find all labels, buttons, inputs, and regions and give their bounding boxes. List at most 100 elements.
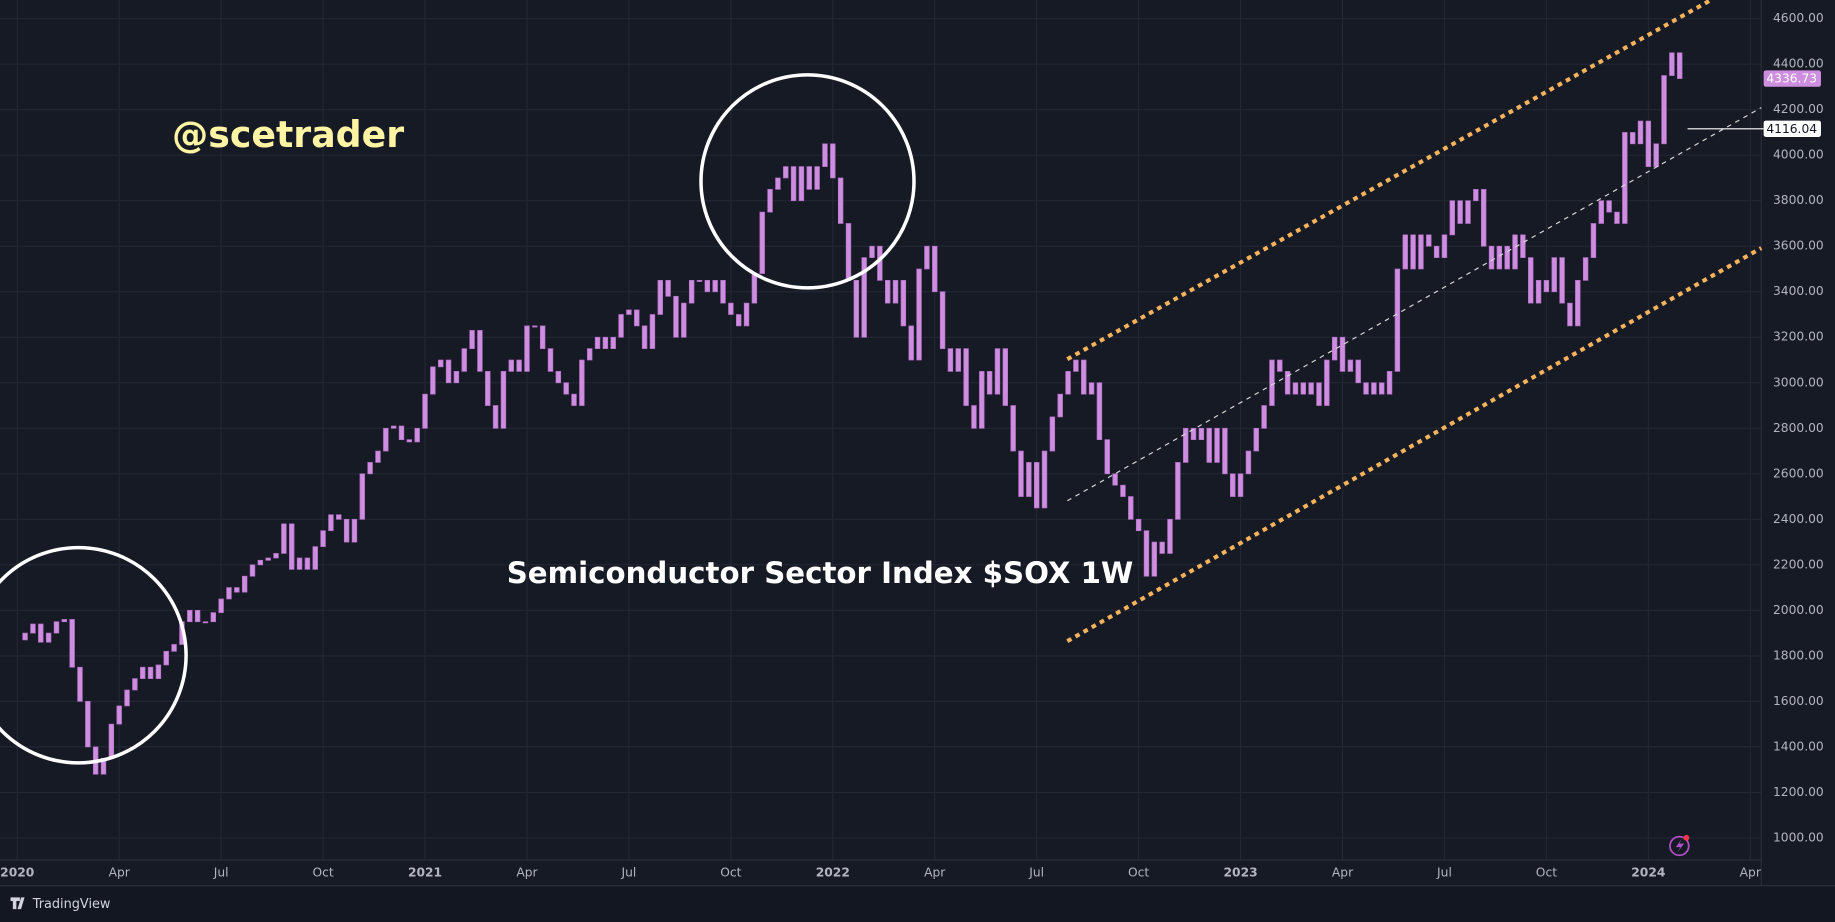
candle <box>218 598 224 613</box>
candle <box>979 371 985 429</box>
footer <box>0 885 1835 922</box>
candle <box>1057 393 1063 418</box>
candle <box>1065 371 1071 395</box>
candle <box>1347 359 1354 372</box>
candle <box>124 689 130 707</box>
x-tick-label: Apr <box>109 865 131 879</box>
y-tick-label: 4400.00 <box>1773 57 1824 71</box>
candle <box>885 280 891 304</box>
candle <box>853 280 860 338</box>
candle <box>1081 359 1087 395</box>
y-tick-label: 4600.00 <box>1773 11 1824 25</box>
y-tick-label: 3400.00 <box>1773 284 1824 298</box>
candle <box>1520 234 1526 258</box>
candle <box>485 371 491 406</box>
candle <box>375 450 381 463</box>
candle <box>1669 52 1675 76</box>
candle <box>367 462 373 475</box>
candle <box>359 473 365 520</box>
y-tick-label: 2200.00 <box>1773 557 1824 571</box>
candle <box>947 348 954 372</box>
candle <box>696 280 703 282</box>
candle <box>626 309 632 315</box>
candle <box>61 619 67 623</box>
candle <box>1598 200 1604 224</box>
candle <box>1104 439 1110 475</box>
candle <box>1567 302 1573 327</box>
candle <box>594 336 601 349</box>
candle <box>1128 496 1134 520</box>
candle <box>1190 427 1197 441</box>
candle <box>45 632 52 643</box>
candle <box>414 427 420 443</box>
candle <box>390 425 397 429</box>
candle <box>202 621 209 624</box>
candle <box>1277 359 1283 372</box>
candle <box>265 557 271 561</box>
candle <box>775 177 781 190</box>
price-line-tag <box>1763 120 1821 137</box>
candle <box>461 348 467 372</box>
candle <box>790 166 797 202</box>
candle <box>1167 518 1173 554</box>
brand[interactable]: TradingView <box>32 897 111 912</box>
alert-icon[interactable] <box>1669 835 1690 857</box>
candle <box>1120 484 1126 497</box>
candle <box>69 619 75 668</box>
candle <box>892 280 899 304</box>
candle <box>351 518 358 543</box>
candle <box>477 330 483 372</box>
candle <box>85 701 91 748</box>
candle <box>1661 75 1667 145</box>
candle <box>657 280 663 315</box>
candle <box>1033 462 1040 509</box>
candle <box>281 523 287 554</box>
candle <box>916 268 922 361</box>
x-tick-label: Apr <box>1740 865 1762 879</box>
y-tick-label: 2400.00 <box>1773 512 1824 526</box>
candle <box>257 559 264 566</box>
candle <box>971 405 977 429</box>
candle <box>955 348 961 372</box>
candle <box>555 371 562 384</box>
x-tick-label: Apr <box>1332 865 1354 879</box>
candle <box>1551 257 1557 293</box>
candle <box>665 280 671 297</box>
candle <box>751 273 758 304</box>
candle <box>712 280 718 293</box>
candle <box>108 723 115 759</box>
candle <box>1590 223 1597 258</box>
candle <box>1073 359 1079 372</box>
candle <box>398 425 405 441</box>
candle <box>328 514 334 532</box>
candle <box>1049 416 1056 452</box>
x-tick-label: Jul <box>1028 865 1044 879</box>
candle <box>22 632 28 641</box>
candle <box>547 348 554 372</box>
candle <box>1214 427 1220 463</box>
candle <box>1308 382 1314 395</box>
x-tick-label: 2023 <box>1224 865 1258 879</box>
x-tick-label: 2022 <box>816 865 850 879</box>
candle <box>1253 427 1259 452</box>
candle <box>140 666 146 679</box>
candle <box>830 143 836 179</box>
candle <box>539 325 546 349</box>
y-tick-label: 4000.00 <box>1773 148 1824 162</box>
last-price-tag <box>1763 70 1821 87</box>
candle <box>1135 518 1142 532</box>
candle <box>1222 427 1228 475</box>
x-tick-label: 2020 <box>0 865 34 879</box>
candle <box>1096 382 1103 441</box>
candle <box>900 280 907 327</box>
candle <box>1088 382 1095 395</box>
y-tick-label: 3800.00 <box>1773 193 1824 207</box>
candle <box>783 166 789 179</box>
candle <box>241 575 248 593</box>
candle <box>1363 382 1369 395</box>
candle <box>445 359 452 384</box>
candle <box>1418 234 1424 270</box>
candle <box>563 382 569 395</box>
candle <box>618 314 624 338</box>
